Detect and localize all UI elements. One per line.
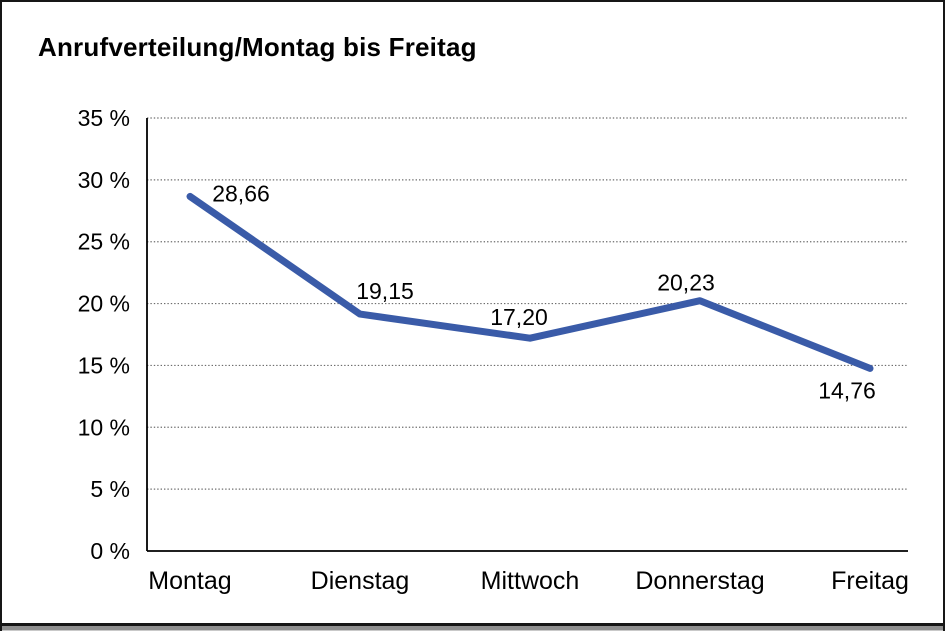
data-point-value-label: 14,76 [818,377,876,403]
y-axis-tick-label: 15 % [78,352,130,378]
x-axis-category-label: Donnerstag [635,567,764,595]
y-axis-tick-label: 10 % [78,414,130,440]
data-point-value-label: 19,15 [356,278,414,304]
x-axis-category-label: Freitag [831,567,909,595]
data-point-value-label: 20,23 [657,270,715,296]
y-axis-tick-label: 20 % [78,291,130,317]
window-bottom-edge [2,623,943,631]
data-point-value-label: 28,66 [212,180,270,206]
y-axis-tick-label: 0 % [90,538,130,564]
y-axis-tick-label: 35 % [78,105,130,131]
x-axis-category-label: Mittwoch [481,567,580,595]
y-axis-tick-label: 5 % [90,476,130,502]
chart-title: Anrufverteilung/Montag bis Freitag [38,32,477,62]
y-axis-tick-label: 25 % [78,229,130,255]
x-axis-category-label: Dienstag [311,567,410,595]
x-axis-category-label: Montag [148,567,231,595]
y-axis-tick-label: 30 % [78,167,130,193]
data-series-line [186,192,874,372]
data-point-value-label: 17,20 [490,304,548,330]
